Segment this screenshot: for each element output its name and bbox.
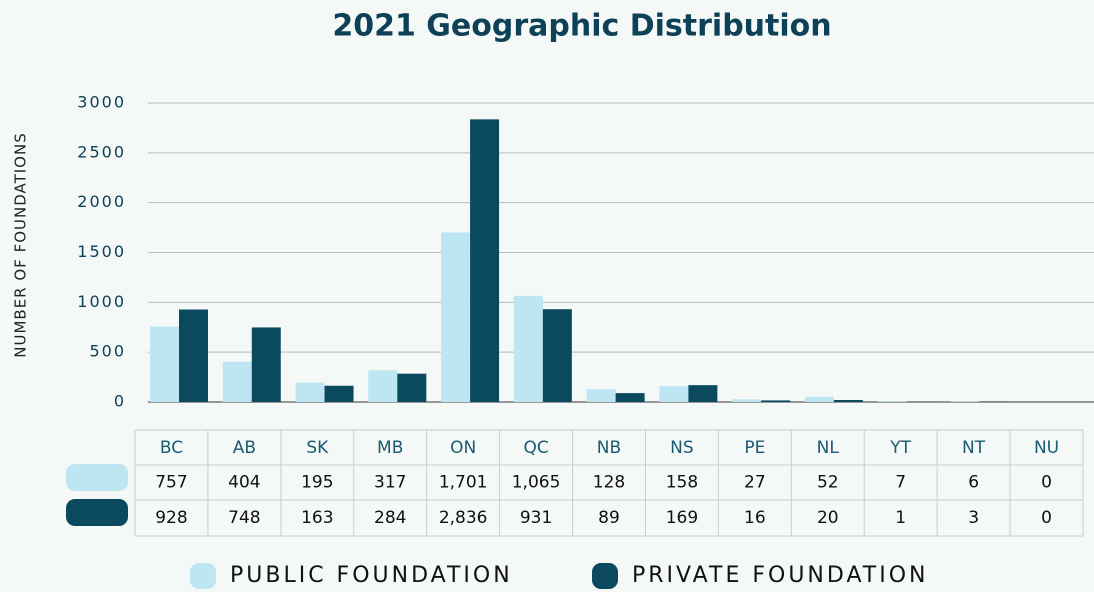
legend-swatch [190,563,216,589]
bar [222,361,252,402]
x-tick-label: BC [160,438,183,458]
bar [251,327,281,402]
table-cell: 0 [1041,508,1052,528]
table-cell: 2,836 [439,508,488,528]
table-swatch [66,499,128,526]
x-tick-label: SK [306,438,329,458]
x-tick-label: AB [233,438,256,458]
y-tick-label: 3000 [77,93,126,112]
x-tick-label: NS [670,438,694,458]
table-cell: 16 [744,508,766,528]
bar [513,295,543,402]
table-cell: 7 [895,473,906,493]
x-tick-label: NT [962,438,986,458]
table-cell: 748 [228,508,260,528]
table-cell: 284 [374,508,406,528]
table-cell: 404 [228,473,260,493]
table-cell: 169 [666,508,698,528]
y-tick-label: 2000 [77,192,126,211]
x-tick-label: YT [889,438,911,458]
table-cell: 20 [817,508,839,528]
bar [470,119,500,402]
y-axis-label: NUMBER OF FOUNDATIONS [12,132,30,357]
bar [542,309,572,402]
bar [659,386,689,402]
table-cell: 158 [666,473,698,493]
table-cell: 3 [968,508,979,528]
legend-swatch [592,563,618,589]
bar [441,232,471,402]
legend-label: PRIVATE FOUNDATION [632,563,928,588]
bar [615,393,645,402]
table-cell: 0 [1041,473,1052,493]
bar [950,401,980,402]
bar [324,385,354,402]
table-cell: 6 [968,473,979,493]
y-tick-label: 0 [114,392,126,411]
x-tick-label: PE [744,438,765,458]
table-cell: 52 [817,473,839,493]
legend-label: PUBLIC FOUNDATION [230,563,513,588]
bar [761,400,791,402]
bar [688,385,718,402]
x-tick-label: NU [1034,438,1059,458]
y-tick-label: 500 [89,342,126,361]
bar [833,400,863,402]
x-tick-label: QC [523,438,548,458]
x-tick-label: ON [450,438,476,458]
table-cell: 1 [895,508,906,528]
bar [295,382,325,402]
bar [397,373,427,402]
bar [877,401,907,402]
y-tick-label: 1000 [77,292,126,311]
table-cell: 27 [744,473,766,493]
x-tick-label: NB [597,438,621,458]
table-cell: 928 [155,508,187,528]
bar [586,389,616,402]
table-cell: 89 [598,508,620,528]
table-cell: 128 [593,473,625,493]
table-cell: 1,701 [439,473,488,493]
chart-title: 2021 Geographic Distribution [332,9,831,44]
y-tick-label: 2500 [77,142,126,161]
table-swatch [66,464,128,491]
table-cell: 195 [301,473,333,493]
table-cell: 757 [155,473,187,493]
y-tick-label: 1500 [77,242,126,261]
table-cell: 1,065 [512,473,561,493]
x-tick-label: NL [817,438,840,458]
table-cell: 163 [301,508,333,528]
table-cell: 317 [374,473,406,493]
bar [804,396,834,402]
bar [368,370,398,402]
bar [179,309,208,402]
table-cell: 931 [520,508,552,528]
bar [732,399,762,402]
x-tick-label: MB [377,438,403,458]
bar [150,326,179,402]
